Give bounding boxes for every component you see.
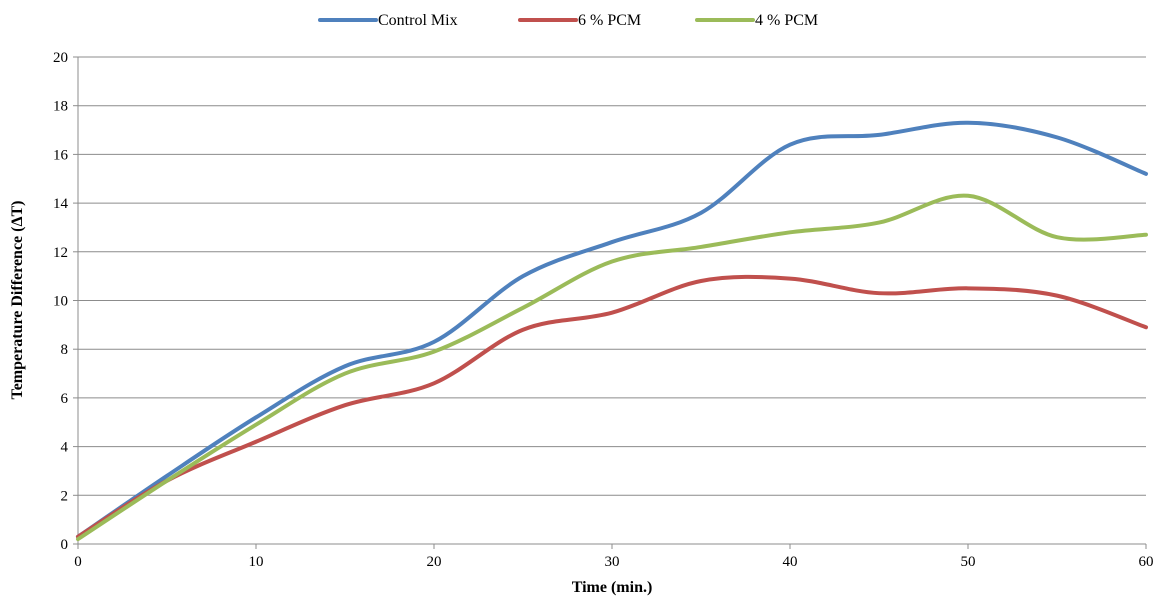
- series-line-control-mix: [76, 120, 1148, 539]
- series-group: [76, 120, 1148, 542]
- y-tick-labels: 0 2 4 6 8 10 12 14 16 18 20: [53, 50, 69, 553]
- x-tick-label: 20: [427, 554, 442, 570]
- x-tick-label: 50: [961, 554, 976, 570]
- legend-label-4-pcm: 4 % PCM: [755, 12, 818, 29]
- y-tick-label: 6: [61, 391, 69, 407]
- series-line-4-pcm: [76, 193, 1148, 542]
- y-tick-label: 20: [53, 50, 68, 66]
- x-tick-label: 40: [783, 554, 798, 570]
- axes: [73, 56, 1147, 549]
- x-tick-labels: 0 10 20 30 40 50 60: [74, 554, 1153, 570]
- legend-label-6-pcm: 6 % PCM: [578, 12, 641, 29]
- legend-label-control-mix: Control Mix: [378, 12, 458, 29]
- y-tick-label: 2: [61, 488, 69, 504]
- x-tick-label: 60: [1139, 554, 1154, 570]
- x-tick-label: 0: [74, 554, 82, 570]
- y-tick-label: 16: [53, 147, 69, 163]
- gridlines: [78, 56, 1146, 496]
- x-tick-label: 10: [249, 554, 264, 570]
- y-tick-label: 12: [53, 245, 68, 261]
- y-tick-label: 4: [61, 440, 69, 456]
- legend: Control Mix 6 % PCM 4 % PCM: [318, 12, 818, 29]
- series-line-6-pcm: [76, 274, 1148, 539]
- y-tick-label: 10: [53, 294, 68, 310]
- x-tick-label: 30: [605, 554, 620, 570]
- y-tick-label: 18: [53, 99, 68, 115]
- y-axis-title: Temperature Difference (ΔT): [9, 200, 26, 399]
- x-axis-title: Time (min.): [572, 579, 653, 596]
- y-tick-label: 0: [61, 537, 69, 553]
- y-tick-label: 8: [61, 342, 69, 358]
- y-tick-label: 14: [53, 196, 69, 212]
